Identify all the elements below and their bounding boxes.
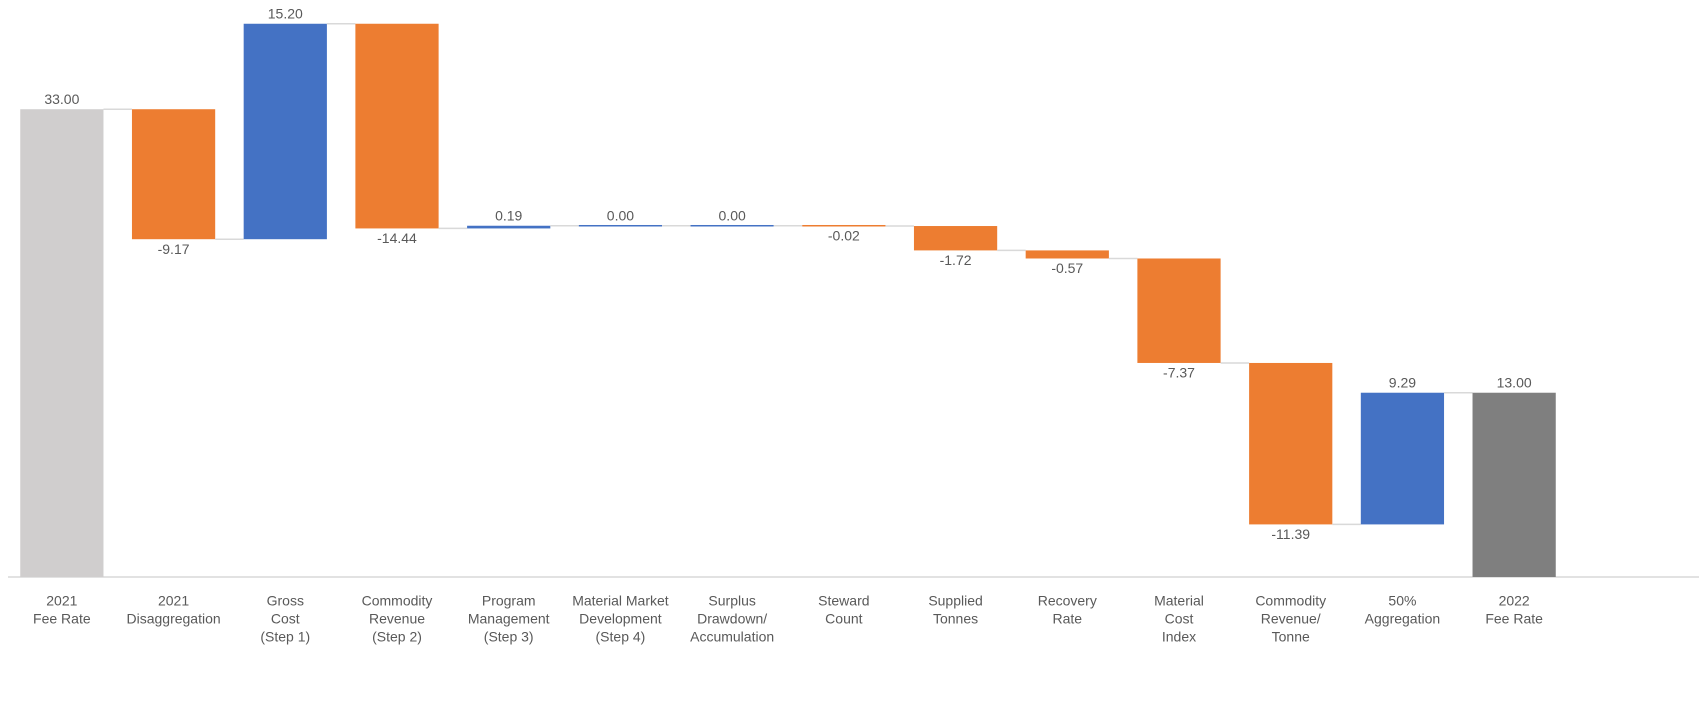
x-tick-label: Surplus bbox=[708, 593, 755, 609]
x-tick-label: Material Market bbox=[572, 593, 669, 609]
x-tick-label: Index bbox=[1162, 629, 1196, 645]
x-tick-label: Management bbox=[468, 611, 550, 627]
x-tick-label: Revenue bbox=[369, 611, 425, 627]
x-tick-label: Disaggregation bbox=[126, 611, 220, 627]
value-label: -7.37 bbox=[1163, 365, 1195, 381]
bar bbox=[690, 224, 774, 227]
bar bbox=[243, 23, 327, 240]
bar bbox=[131, 109, 216, 240]
x-tick-label: Drawdown/ bbox=[697, 611, 767, 627]
bar bbox=[802, 224, 886, 227]
bar bbox=[578, 224, 663, 227]
bar bbox=[1137, 258, 1221, 363]
value-label: -11.39 bbox=[1271, 526, 1310, 542]
bar bbox=[1472, 392, 1556, 577]
value-label: -0.57 bbox=[1051, 260, 1083, 276]
x-tick-label: Recovery bbox=[1038, 593, 1097, 609]
value-label: -0.02 bbox=[828, 228, 860, 244]
x-tick-label: Development bbox=[579, 611, 662, 627]
x-tick-label: (Step 4) bbox=[596, 629, 646, 645]
value-label: 9.29 bbox=[1389, 374, 1416, 390]
x-tick-label: Commodity bbox=[362, 593, 433, 609]
x-tick-label: Revenue/ bbox=[1261, 611, 1321, 627]
x-tick-label: Program bbox=[482, 593, 536, 609]
x-tick-label: (Step 3) bbox=[484, 629, 534, 645]
x-tick-label: Aggregation bbox=[1365, 611, 1441, 627]
bar bbox=[913, 226, 998, 251]
x-tick-label: 50% bbox=[1388, 593, 1416, 609]
bar bbox=[1249, 362, 1333, 525]
x-tick-label: Gross bbox=[267, 593, 304, 609]
x-tick-label: 2021 bbox=[46, 593, 77, 609]
value-label: 0.19 bbox=[495, 207, 522, 223]
x-tick-label: Steward bbox=[818, 593, 869, 609]
value-label: -9.17 bbox=[158, 241, 190, 257]
x-tick-label: Accumulation bbox=[690, 629, 774, 645]
x-tick-label: Tonnes bbox=[933, 611, 978, 627]
bar bbox=[1025, 250, 1109, 259]
value-label: 0.00 bbox=[719, 207, 746, 223]
bar bbox=[467, 225, 551, 229]
x-tick-label: 2022 bbox=[1499, 593, 1530, 609]
value-label: 0.00 bbox=[607, 207, 634, 223]
x-tick-label: (Step 1) bbox=[260, 629, 310, 645]
x-tick-label: Fee Rate bbox=[33, 611, 91, 627]
value-label: 13.00 bbox=[1497, 374, 1532, 390]
value-label: 15.20 bbox=[268, 5, 303, 21]
x-tick-label: Fee Rate bbox=[1485, 611, 1543, 627]
bar bbox=[20, 109, 104, 577]
x-tick-label: (Step 2) bbox=[372, 629, 422, 645]
x-tick-label: Count bbox=[825, 611, 862, 627]
x-tick-label: Cost bbox=[271, 611, 300, 627]
x-tick-label: 2021 bbox=[158, 593, 189, 609]
x-tick-label: Tonne bbox=[1272, 629, 1310, 645]
bar bbox=[355, 23, 439, 229]
x-tick-label: Commodity bbox=[1255, 593, 1326, 609]
x-tick-label: Cost bbox=[1165, 611, 1194, 627]
x-tick-label: Supplied bbox=[928, 593, 983, 609]
value-label: -14.44 bbox=[377, 230, 417, 246]
value-label: -1.72 bbox=[940, 252, 972, 268]
value-label: 33.00 bbox=[44, 91, 79, 107]
x-tick-label: Rate bbox=[1052, 611, 1082, 627]
bar bbox=[1360, 392, 1445, 525]
x-tick-label: Material bbox=[1154, 593, 1204, 609]
